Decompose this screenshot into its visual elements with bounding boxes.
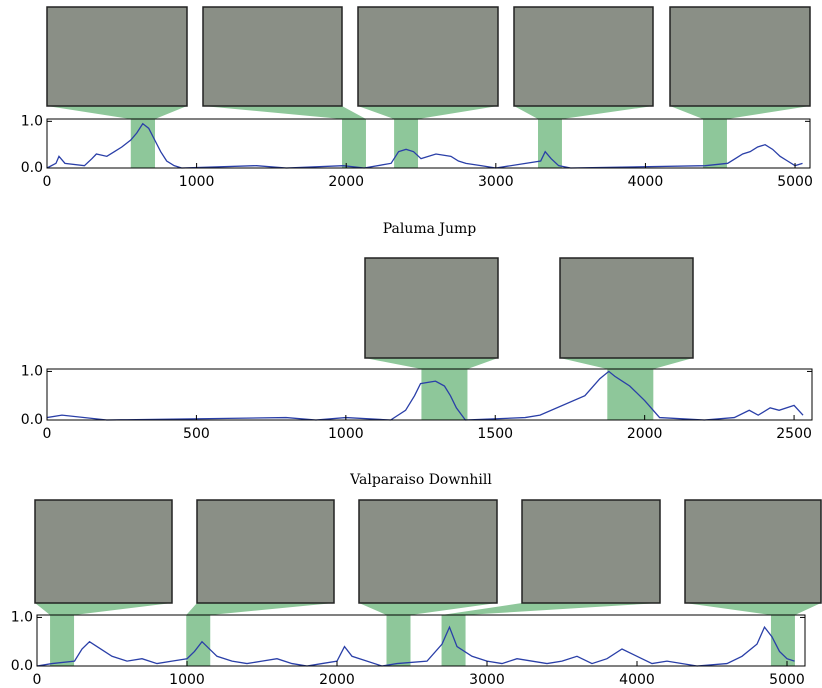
- thumbnail: [365, 258, 498, 358]
- highlight-span: [342, 119, 366, 168]
- highlight-span: [703, 119, 727, 168]
- y-tick-label: 1.0: [21, 113, 43, 129]
- thumbnail: [203, 7, 342, 106]
- x-tick-label: 1000: [169, 672, 205, 688]
- thumbnail: [560, 258, 693, 358]
- y-tick-label: 0.0: [11, 658, 33, 674]
- highlight-connector: [560, 358, 693, 369]
- chart-title: Valparaiso Downhill: [349, 472, 492, 488]
- thumbnail: [522, 500, 660, 603]
- highlight-connector: [670, 106, 810, 119]
- x-tick-label: 0: [43, 426, 52, 442]
- x-tick-label: 1500: [477, 426, 513, 442]
- x-tick-label: 3000: [469, 672, 505, 688]
- highlight-span: [538, 119, 562, 168]
- highlight-connector: [35, 603, 172, 615]
- data-line: [37, 627, 795, 666]
- highlight-connector: [358, 106, 498, 119]
- plot-frame: [47, 119, 810, 168]
- highlight-span: [421, 369, 467, 420]
- chart-title: Paluma Jump: [383, 221, 477, 237]
- thumbnail: [514, 7, 653, 106]
- highlight-connector: [203, 106, 366, 119]
- x-tick-label: 2000: [328, 174, 364, 190]
- thumbnail: [197, 500, 334, 603]
- x-tick-label: 3000: [478, 174, 514, 190]
- x-tick-label: 500: [183, 426, 210, 442]
- x-tick-label: 5000: [777, 174, 813, 190]
- thumbnail: [358, 7, 498, 106]
- thumbnail: [685, 500, 821, 603]
- highlight-connector: [685, 603, 821, 615]
- highlight-span: [442, 615, 466, 666]
- figure: 0100020003000400050000.01.0Paluma Jump05…: [0, 0, 822, 688]
- y-tick-label: 1.0: [21, 363, 43, 379]
- y-tick-label: 1.0: [11, 609, 33, 625]
- x-tick-label: 2000: [627, 426, 663, 442]
- thumbnail: [670, 7, 810, 106]
- highlight-span: [50, 615, 74, 666]
- plot-frame: [37, 615, 805, 666]
- x-tick-label: 0: [43, 174, 52, 190]
- highlight-span: [394, 119, 418, 168]
- highlight-connector: [514, 106, 653, 119]
- x-tick-label: 2000: [319, 672, 355, 688]
- data-line: [47, 124, 803, 168]
- highlight-span: [387, 615, 411, 666]
- x-tick-label: 4000: [619, 672, 655, 688]
- x-tick-label: 4000: [628, 174, 664, 190]
- x-tick-label: 1000: [179, 174, 215, 190]
- highlight-span: [131, 119, 155, 168]
- x-tick-label: 0: [33, 672, 42, 688]
- x-tick-label: 5000: [769, 672, 805, 688]
- x-tick-label: 2500: [776, 426, 812, 442]
- y-tick-label: 0.0: [21, 412, 43, 428]
- y-tick-label: 0.0: [21, 160, 43, 176]
- highlight-connector: [186, 603, 334, 615]
- highlight-connector: [47, 106, 187, 119]
- thumbnail: [35, 500, 172, 603]
- highlight-connector: [365, 358, 498, 369]
- highlight-span: [186, 615, 210, 666]
- thumbnail: [47, 7, 187, 106]
- x-tick-label: 1000: [328, 426, 364, 442]
- thumbnail: [359, 500, 497, 603]
